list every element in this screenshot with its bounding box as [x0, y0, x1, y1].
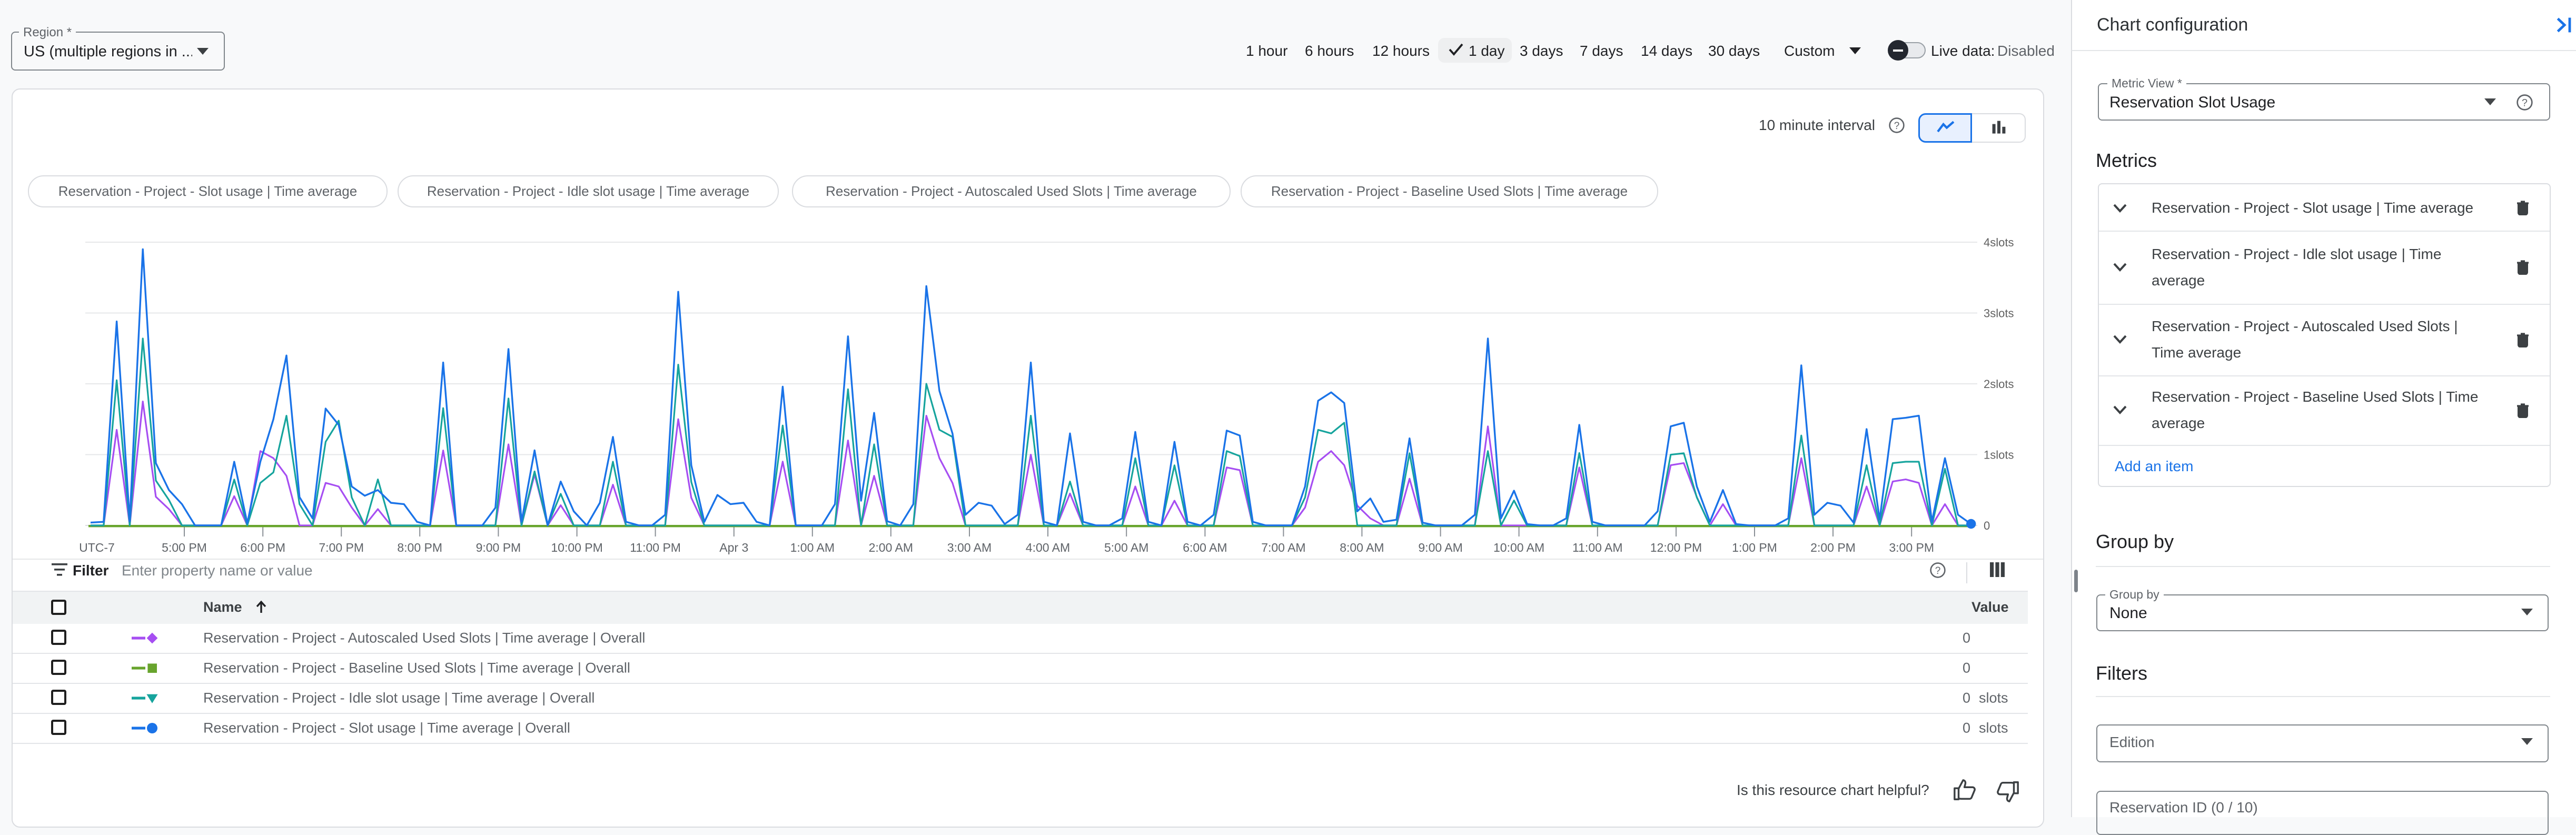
svg-text:2:00 PM: 2:00 PM — [1810, 541, 1856, 554]
svg-text:2slots: 2slots — [1984, 377, 2014, 391]
svg-text:8:00 PM: 8:00 PM — [397, 541, 442, 554]
svg-text:3slots: 3slots — [1984, 307, 2014, 320]
svg-text:1:00 AM: 1:00 AM — [790, 541, 835, 554]
svg-text:3:00 PM: 3:00 PM — [1889, 541, 1934, 554]
svg-text:10:00 AM: 10:00 AM — [1493, 541, 1544, 554]
svg-text:7:00 AM: 7:00 AM — [1261, 541, 1305, 554]
svg-text:1slots: 1slots — [1984, 449, 2014, 462]
svg-text:8:00 AM: 8:00 AM — [1340, 541, 1384, 554]
svg-text:Apr 3: Apr 3 — [719, 541, 748, 554]
svg-text:1:00 PM: 1:00 PM — [1732, 541, 1777, 554]
svg-text:3:00 AM: 3:00 AM — [947, 541, 992, 554]
svg-text:10:00 PM: 10:00 PM — [551, 541, 602, 554]
svg-text:5:00 AM: 5:00 AM — [1104, 541, 1148, 554]
svg-text:7:00 PM: 7:00 PM — [319, 541, 364, 554]
svg-text:6:00 AM: 6:00 AM — [1183, 541, 1227, 554]
svg-text:4slots: 4slots — [1984, 236, 2014, 249]
svg-text:9:00 PM: 9:00 PM — [476, 541, 521, 554]
svg-text:2:00 AM: 2:00 AM — [869, 541, 913, 554]
svg-text:12:00 PM: 12:00 PM — [1650, 541, 1702, 554]
svg-text:?: ? — [1894, 121, 1900, 132]
svg-text:11:00 AM: 11:00 AM — [1572, 541, 1622, 554]
svg-text:5:00 PM: 5:00 PM — [162, 541, 207, 554]
svg-text:?: ? — [1935, 565, 1941, 576]
svg-text:9:00 AM: 9:00 AM — [1418, 541, 1462, 554]
svg-text:4:00 AM: 4:00 AM — [1026, 541, 1070, 554]
svg-text:6:00 PM: 6:00 PM — [240, 541, 285, 554]
svg-text:?: ? — [2522, 97, 2528, 109]
svg-text:11:00 PM: 11:00 PM — [630, 541, 681, 554]
svg-text:UTC-7: UTC-7 — [79, 541, 115, 554]
svg-text:0: 0 — [1984, 519, 1990, 532]
